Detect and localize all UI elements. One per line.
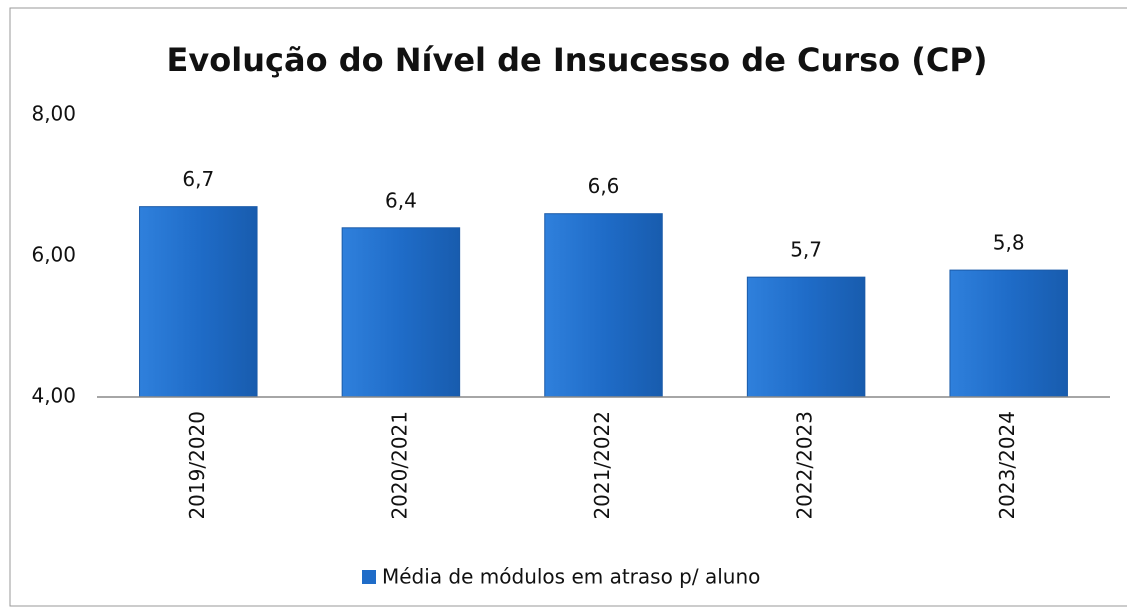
data-label: 5,7	[790, 238, 822, 262]
x-tick-label: 2019/2020	[185, 411, 209, 520]
bar	[746, 276, 866, 398]
data-label: 6,7	[182, 167, 214, 191]
data-label: 5,8	[993, 231, 1025, 255]
x-tick-label: 2022/2023	[793, 411, 817, 520]
x-tick-label: 2023/2024	[995, 411, 1019, 520]
y-tick-label: 8,00	[31, 102, 76, 126]
legend-label: Média de módulos em atraso p/ aluno	[382, 565, 760, 589]
data-label: 6,4	[385, 188, 417, 212]
y-tick-label: 6,00	[31, 243, 76, 267]
chart-title: Evolução do Nível de Insucesso de Curso …	[167, 41, 988, 79]
y-tick-label: 4,00	[31, 384, 76, 408]
bar	[949, 269, 1068, 398]
legend-swatch	[362, 570, 376, 584]
bar	[544, 213, 663, 398]
bar	[341, 227, 461, 398]
chart-border	[9, 7, 1127, 607]
bar	[139, 206, 258, 398]
x-tick-label: 2020/2021	[387, 411, 411, 520]
x-tick-label: 2021/2022	[590, 411, 614, 520]
data-label: 6,6	[588, 174, 620, 198]
